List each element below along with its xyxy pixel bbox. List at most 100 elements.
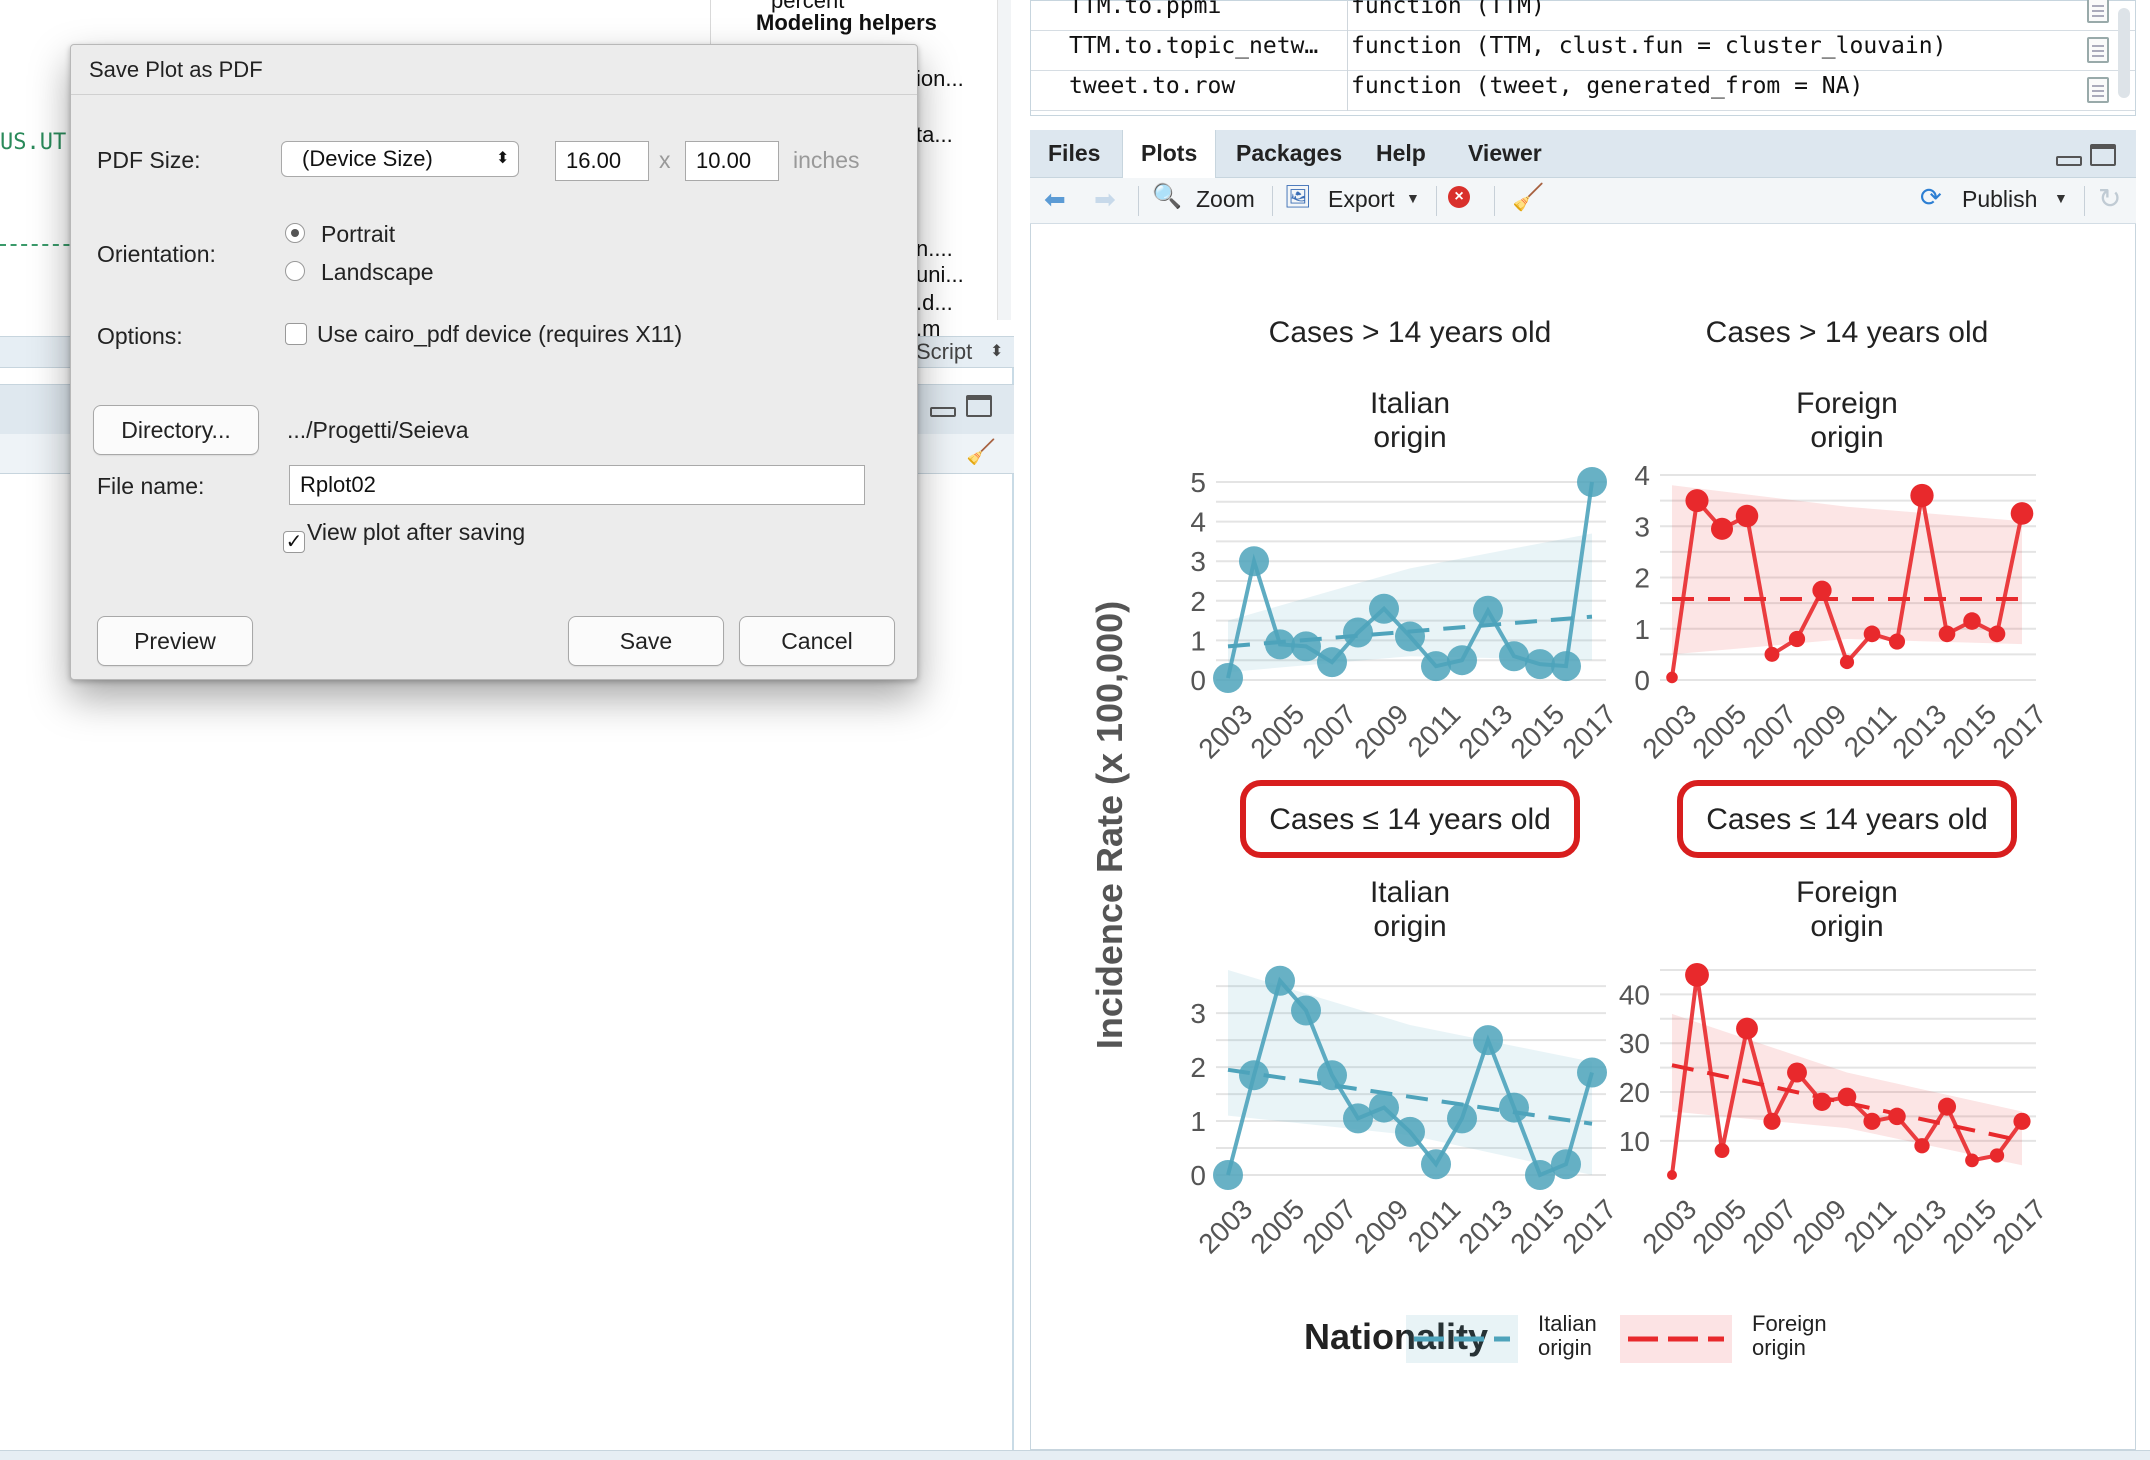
env-item[interactable]: uni...	[916, 262, 964, 287]
minimize-icon[interactable]	[930, 407, 956, 417]
data-point	[1213, 663, 1243, 694]
confidence-band	[1672, 485, 2022, 655]
cairo-option-label[interactable]: Use cairo_pdf device (requires X11)	[317, 321, 683, 347]
document-icon[interactable]	[2087, 37, 2109, 63]
portrait-label[interactable]: Portrait	[321, 221, 396, 247]
trend-line	[1227, 1067, 1593, 1126]
env-item[interactable]: ta...	[916, 122, 953, 147]
x-tick-label: 2013	[1452, 698, 1518, 764]
cancel-button[interactable]: Cancel	[739, 616, 895, 666]
tab-packages[interactable]: Packages	[1236, 140, 1343, 166]
x-tick-label: 2007	[1296, 1193, 1362, 1259]
file-name-label: File name:	[97, 473, 205, 499]
strip-label: Cases > 14 years old	[1706, 316, 1989, 349]
remove-plot-icon[interactable]: ×	[1448, 186, 1470, 208]
x-tick-label: 2015	[1504, 1193, 1570, 1259]
cairo-checkbox[interactable]	[285, 323, 307, 345]
function-definition: function (TTM, clust.fun = cluster_louva…	[1351, 33, 1947, 59]
chevron-updown-icon: ⬍	[990, 343, 1004, 360]
table-row[interactable]: TTM.to.ppmi function (TTM)	[1031, 0, 2135, 31]
script-selector[interactable]: Script	[916, 339, 973, 364]
refresh-icon[interactable]: ↻	[2098, 183, 2122, 214]
toolbar-separator	[2084, 186, 2085, 216]
y-tick-label: 2	[1634, 563, 1650, 594]
maximize-icon[interactable]	[2090, 144, 2116, 166]
column-divider	[1347, 31, 1348, 71]
data-point	[1863, 625, 1881, 643]
preview-button[interactable]: Preview	[97, 616, 253, 666]
directory-button[interactable]: Directory...	[93, 405, 259, 455]
y-tick-label: 3	[1190, 546, 1206, 577]
maximize-icon[interactable]	[966, 395, 992, 417]
panel-title: Foreign	[1796, 387, 1898, 420]
y-tick-label: 20	[1619, 1077, 1650, 1108]
view-after-label[interactable]: View plot after saving	[307, 519, 526, 545]
env-item[interactable]: n....	[916, 236, 953, 261]
toolbar-separator	[1494, 186, 1495, 216]
width-input[interactable]: 16.00	[555, 141, 649, 181]
dashed-line	[0, 244, 80, 246]
document-icon[interactable]	[2087, 0, 2109, 23]
forward-arrow-icon[interactable]: ➡	[1094, 184, 1116, 214]
x-tick-label: 2005	[1244, 698, 1310, 764]
y-tick-label: 0	[1190, 665, 1206, 696]
data-point	[1369, 1092, 1399, 1123]
preview-button-label: Preview	[134, 627, 216, 654]
table-scrollbar[interactable]	[2118, 8, 2130, 98]
code-fragment: US.UT	[0, 130, 67, 155]
env-item[interactable]: ion...	[916, 66, 964, 91]
dialog-titlebar[interactable]: Save Plot as PDF	[71, 45, 917, 95]
data-point	[1812, 1092, 1832, 1111]
tab-files[interactable]: Files	[1048, 140, 1101, 166]
data-point	[1837, 1087, 1857, 1107]
data-point	[1369, 593, 1399, 624]
data-point	[1888, 1107, 1906, 1126]
data-point	[1291, 631, 1321, 662]
x-tick-label: 2017	[1986, 698, 2052, 764]
minimize-icon[interactable]	[2056, 156, 2082, 166]
data-point	[1525, 1160, 1555, 1190]
function-name: TTM.to.ppmi	[1069, 0, 1222, 19]
y-tick-label: 2	[1190, 1052, 1206, 1083]
x-tick-label: 2003	[1636, 698, 1702, 764]
landscape-label[interactable]: Landscape	[321, 259, 434, 285]
tab-plots[interactable]: Plots	[1122, 130, 1217, 178]
data-point	[1685, 962, 1709, 987]
table-row[interactable]: tweet.to.row function (tweet, generated_…	[1031, 71, 2135, 111]
export-button[interactable]: Export	[1328, 186, 1395, 212]
landscape-radio[interactable]	[285, 261, 305, 281]
env-item[interactable]: Modeling helpers	[756, 10, 937, 35]
table-row[interactable]: TTM.to.topic_netw… function (TTM, clust.…	[1031, 31, 2135, 71]
times-label: x	[659, 147, 671, 173]
publish-button[interactable]: Publish	[1962, 186, 2038, 212]
back-arrow-icon[interactable]: ⬅	[1044, 184, 1066, 214]
tab-help[interactable]: Help	[1376, 140, 1426, 166]
data-point	[1910, 483, 1934, 508]
zoom-button[interactable]: Zoom	[1196, 186, 1255, 212]
broom-icon[interactable]: 🧹	[966, 439, 996, 466]
data-point	[1937, 1097, 1957, 1116]
env-scrollbar[interactable]	[997, 0, 1011, 320]
pdf-size-select[interactable]: (Device Size) ⬍	[281, 141, 519, 177]
dialog-title: Save Plot as PDF	[89, 57, 263, 82]
y-tick-label: 5	[1190, 467, 1206, 498]
data-point	[1577, 467, 1607, 497]
file-name-input[interactable]: Rplot02	[289, 465, 865, 505]
data-point	[1763, 1112, 1781, 1130]
broom-icon[interactable]: 🧹	[1512, 182, 1545, 212]
view-after-checkbox[interactable]: ✓	[283, 531, 305, 553]
portrait-radio[interactable]	[285, 223, 305, 243]
data-point	[1265, 965, 1295, 996]
pdf-size-value: (Device Size)	[302, 146, 433, 171]
x-tick-label: 2009	[1348, 1193, 1414, 1259]
document-icon[interactable]	[2087, 77, 2109, 103]
data-point	[1265, 629, 1295, 660]
height-input[interactable]: 10.00	[685, 141, 779, 181]
env-item[interactable]: .d...	[916, 290, 953, 315]
zoom-icon[interactable]: 🔍	[1152, 183, 1182, 210]
strip-label: Cases > 14 years old	[1269, 316, 1552, 349]
save-button[interactable]: Save	[568, 616, 724, 666]
tab-viewer[interactable]: Viewer	[1468, 140, 1542, 166]
data-point	[1525, 649, 1555, 680]
x-tick-label: 2011	[1838, 1193, 1903, 1258]
